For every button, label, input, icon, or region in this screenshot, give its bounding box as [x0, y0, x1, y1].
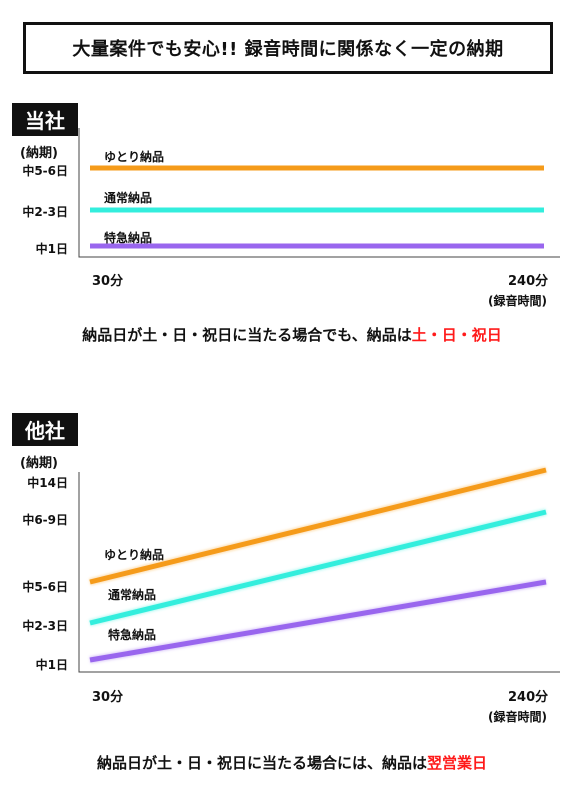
y-tick: 中5-6日	[22, 164, 68, 178]
series-label: 通常納品	[108, 588, 157, 602]
series-label: ゆとり納品	[104, 548, 165, 562]
series-line	[89, 467, 547, 585]
x-axis-label: (録音時間)	[488, 710, 547, 724]
series-label: 特急納品	[104, 231, 153, 245]
chart-axes	[78, 128, 560, 258]
series-label: 特急納品	[108, 628, 157, 642]
y-tick: 中5-6日	[22, 580, 68, 594]
x-axis-label: (録音時間)	[488, 294, 547, 308]
caption-ours: 納品日が土・日・祝日に当たる場合でも、納品は土・日・祝日	[82, 326, 502, 344]
x-tick: 30分	[92, 274, 124, 289]
x-tick: 240分	[508, 690, 549, 705]
y-tick: 中1日	[35, 658, 68, 672]
series-label: ゆとり納品	[104, 150, 165, 164]
x-tick: 240分	[508, 274, 549, 289]
series-line	[89, 579, 547, 663]
caption-highlight: 土・日・祝日	[411, 326, 502, 344]
series-label: 通常納品	[104, 191, 153, 205]
y-tick: 中1日	[35, 242, 68, 256]
chart-axes	[78, 472, 560, 673]
y-tick: 中2-3日	[22, 619, 68, 633]
y-tick: 中14日	[27, 476, 68, 490]
panel-label-others: 他社	[12, 413, 78, 446]
y-axis-label: (納期)	[20, 146, 58, 161]
series-line	[89, 509, 547, 626]
caption-others: 納品日が土・日・祝日に当たる場合には、納品は翌営業日	[96, 754, 488, 772]
panel-label-ours: 当社	[12, 103, 78, 136]
caption-highlight: 翌営業日	[427, 754, 488, 772]
y-axis-label: (納期)	[20, 456, 58, 471]
y-tick: 中6-9日	[22, 513, 68, 527]
page-title: 大量案件でも安心!! 録音時間に関係なく一定の納期	[23, 22, 553, 74]
x-tick: 30分	[92, 690, 124, 705]
y-tick: 中2-3日	[22, 205, 68, 219]
